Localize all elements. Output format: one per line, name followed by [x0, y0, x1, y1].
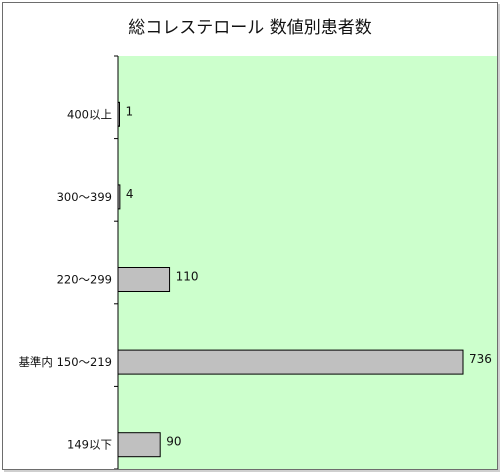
value-labels: 1 4 110 736 90	[126, 104, 492, 448]
value-label-1: 4	[126, 187, 134, 201]
value-label-2: 110	[176, 270, 199, 284]
category-label-2: 220～299	[57, 273, 112, 287]
chart: 総コレステロール 数値別患者数 400以上 300～399 220～299 基準内 1…	[18, 18, 497, 469]
plot-area	[118, 56, 497, 469]
value-label-0: 1	[126, 104, 134, 118]
value-label-4: 90	[166, 435, 181, 449]
value-label-3: 736	[469, 352, 492, 366]
bar-3	[117, 349, 464, 375]
bars-layer	[117, 101, 464, 458]
chart-title: 総コレステロール 数値別患者数	[128, 18, 371, 38]
category-labels: 400以上 300～399 220～299 基準内 150～219 149以下	[18, 107, 112, 451]
category-label-3: 基準内 150～219	[18, 355, 112, 369]
category-label-1: 300～399	[57, 190, 112, 204]
bar-2	[117, 267, 171, 292]
category-label-0: 400以上	[67, 107, 112, 121]
bar-4	[117, 432, 161, 458]
tick-marks	[114, 55, 118, 469]
category-label-4: 149以下	[67, 438, 112, 452]
